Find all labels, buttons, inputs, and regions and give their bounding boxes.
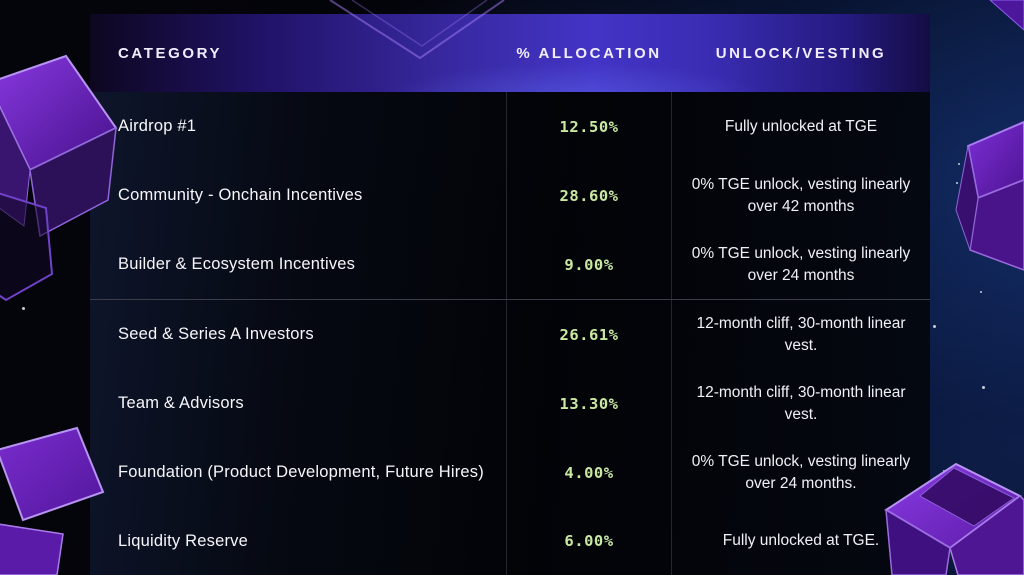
allocation-value: 9.00% <box>564 255 614 274</box>
category-cell: Liquidity Reserve <box>90 507 506 575</box>
vesting-cell: 0% TGE unlock, vesting linearly over 42 … <box>672 161 930 230</box>
category-label: Airdrop #1 <box>118 117 197 135</box>
table-row: Community - Onchain Incentives 28.60% 0%… <box>90 161 930 230</box>
table-header-row: CATEGORY % ALLOCATION UNLOCK/VESTING <box>90 14 930 92</box>
category-label: Team & Advisors <box>118 394 244 412</box>
header-cell-vesting: UNLOCK/VESTING <box>672 14 930 92</box>
table-row: Foundation (Product Development, Future … <box>90 438 930 507</box>
star-dot <box>980 291 982 293</box>
allocation-value: 28.60% <box>559 186 619 205</box>
allocation-table: CATEGORY % ALLOCATION UNLOCK/VESTING Air… <box>90 14 930 575</box>
allocation-value: 6.00% <box>564 532 614 550</box>
allocation-cell: 4.00% <box>506 438 672 507</box>
vesting-description: 0% TGE unlock, vesting linearly over 24 … <box>691 245 911 284</box>
category-cell: Seed & Series A Investors <box>90 300 506 369</box>
vesting-description: 0% TGE unlock, vesting linearly over 42 … <box>691 176 911 215</box>
vesting-cell: Fully unlocked at TGE. <box>672 507 930 575</box>
allocation-cell: 13.30% <box>506 369 672 438</box>
allocation-cell: 6.00% <box>506 507 672 575</box>
table-row: Liquidity Reserve 6.00% Fully unlocked a… <box>90 507 930 575</box>
column-header-category: CATEGORY <box>118 44 223 62</box>
cube-decoration-top-right <box>989 0 1024 31</box>
category-cell: Community - Onchain Incentives <box>90 161 506 230</box>
star-dot <box>933 325 936 328</box>
allocation-cell: 12.50% <box>506 92 672 161</box>
cube-decoration-right-middle <box>955 120 1024 271</box>
vesting-cell: 12-month cliff, 30-month linear vest. <box>672 300 930 369</box>
star-dot <box>982 386 985 389</box>
vesting-description: 12-month cliff, 30-month linear vest. <box>696 384 906 423</box>
category-label: Builder & Ecosystem Incentives <box>118 255 356 273</box>
vesting-cell: 12-month cliff, 30-month linear vest. <box>672 369 930 438</box>
vesting-cell: 0% TGE unlock, vesting linearly over 24 … <box>672 438 930 507</box>
allocation-cell: 26.61% <box>506 300 672 369</box>
star-dot <box>956 182 958 184</box>
allocation-cell: 28.60% <box>506 161 672 230</box>
category-label: Seed & Series A Investors <box>118 325 314 343</box>
vesting-description: 0% TGE unlock, vesting linearly over 24 … <box>691 453 911 492</box>
table-row: Airdrop #1 12.50% Fully unlocked at TGE <box>90 92 930 161</box>
allocation-value: 4.00% <box>564 463 614 482</box>
star-dot <box>22 307 25 310</box>
category-cell: Builder & Ecosystem Incentives <box>90 230 506 299</box>
category-cell: Foundation (Product Development, Future … <box>90 438 506 507</box>
vesting-cell: 0% TGE unlock, vesting linearly over 24 … <box>672 230 930 299</box>
header-cell-category: CATEGORY <box>90 14 506 92</box>
category-cell: Team & Advisors <box>90 369 506 438</box>
table-row: Team & Advisors 13.30% 12-month cliff, 3… <box>90 369 930 438</box>
column-header-vesting: UNLOCK/VESTING <box>715 44 887 62</box>
table-row: Builder & Ecosystem Incentives 9.00% 0% … <box>90 230 930 299</box>
category-cell: Airdrop #1 <box>90 92 506 161</box>
vesting-description: Fully unlocked at TGE <box>724 117 878 135</box>
star-dot <box>76 494 79 497</box>
allocation-value: 26.61% <box>559 325 619 344</box>
table-body: Airdrop #1 12.50% Fully unlocked at TGE … <box>90 92 930 575</box>
section-divider <box>90 299 930 300</box>
category-label: Community - Onchain Incentives <box>118 186 363 204</box>
header-cell-allocation: % ALLOCATION <box>506 14 672 92</box>
column-header-allocation: % ALLOCATION <box>516 44 662 62</box>
star-dot <box>943 470 945 472</box>
allocation-value: 13.30% <box>559 394 619 413</box>
category-label: Liquidity Reserve <box>118 531 248 550</box>
vesting-description: 12-month cliff, 30-month linear vest. <box>696 315 906 354</box>
allocation-value: 12.50% <box>559 117 619 136</box>
star-dot <box>958 163 960 165</box>
category-label: Foundation (Product Development, Future … <box>118 463 484 481</box>
vesting-description: Fully unlocked at TGE. <box>722 532 880 550</box>
table-row: Seed & Series A Investors 26.61% 12-mont… <box>90 300 930 369</box>
vesting-cell: Fully unlocked at TGE <box>672 92 930 161</box>
allocation-cell: 9.00% <box>506 230 672 299</box>
